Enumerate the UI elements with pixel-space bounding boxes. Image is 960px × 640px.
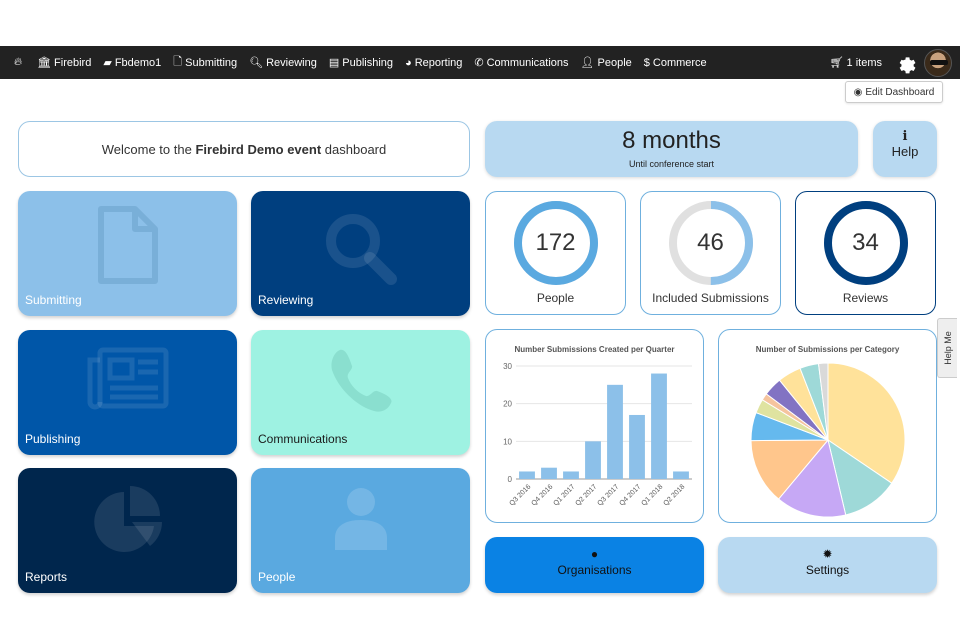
gear-icon[interactable] [894, 52, 916, 74]
help-me-tab[interactable]: Help Me [937, 318, 957, 378]
nav-people[interactable]: 👤︎ People [580, 56, 632, 70]
bar [519, 471, 535, 479]
pie-slice [777, 438, 847, 518]
pie-chart [750, 362, 906, 518]
countdown-caption: Until conference start [628, 159, 715, 169]
user-icon: 👤︎ [580, 57, 595, 69]
top-navbar: 🔥︎ 🏛︎ Firebird ▰ Fbdemo1 🗋︎ Submitting 🔍︎ Re… [0, 46, 960, 79]
y-tick-label: 0 [508, 475, 513, 484]
x-tick-label: Q1 2018 [640, 483, 664, 507]
x-tick-label: Q1 2017 [552, 483, 576, 507]
newspaper-icon: ▤ [328, 57, 340, 69]
dashboard-icon: ◉ [853, 86, 863, 98]
user-icon [334, 488, 387, 550]
stat-value: 34 [852, 229, 879, 256]
tile-publishing[interactable]: Publishing [18, 330, 237, 455]
nav-fbdemo1[interactable]: ▰ Fbdemo1 [103, 56, 162, 70]
file-icon: 🗋︎ [173, 56, 183, 68]
y-tick-label: 20 [503, 400, 512, 409]
nav-communications[interactable]: ✆ Communications [474, 56, 569, 70]
pie-slice [827, 362, 906, 484]
phone-icon: ✆ [474, 57, 484, 69]
bar [563, 471, 579, 479]
nav-submitting[interactable]: 🗋︎ Submitting [173, 53, 237, 72]
people-gauge-arc [513, 201, 598, 285]
nav-publishing[interactable]: ▤ Publishing [328, 56, 394, 70]
dollar-icon: $ [643, 56, 650, 69]
gear-icon: ✹ [822, 547, 833, 561]
tile-reports[interactable]: Reports [18, 468, 237, 593]
search-icon [325, 214, 397, 285]
submissions-gauge-arc [668, 201, 753, 285]
pie-slice [817, 362, 829, 441]
bar [541, 467, 557, 479]
x-tick-label: Q3 2016 [508, 483, 532, 507]
nav-firebird[interactable]: 🏛︎ Firebird [37, 56, 92, 70]
edit-dashboard-button[interactable]: ◉ Edit Dashboard [845, 81, 943, 103]
pie-chart-card: Number of Submissions per Category [718, 329, 937, 523]
bar [607, 384, 623, 479]
chart-title: Number Submissions Created per Quarter [514, 345, 675, 354]
stat-reviews[interactable]: 34 Reviews [795, 191, 936, 315]
reviews-gauge-arc [823, 201, 908, 285]
cart-icon: 🛒︎ [829, 57, 844, 69]
countdown-value: 8 months [622, 127, 721, 154]
chart-title: Number of Submissions per Category [755, 345, 900, 354]
search-icon: 🔍︎ [249, 57, 264, 69]
y-tick-label: 30 [503, 362, 512, 371]
bar [673, 471, 689, 479]
x-tick-label: Q2 2017 [574, 483, 598, 507]
tile-people[interactable]: People [251, 468, 470, 593]
x-tick-label: Q4 2016 [530, 483, 554, 507]
settings-button[interactable]: ✹ Settings [718, 537, 937, 593]
welcome-banner: Welcome to the Firebird Demo event dashb… [18, 121, 470, 177]
x-tick-label: Q3 2017 [596, 483, 620, 507]
globe-icon: ● [590, 547, 599, 561]
tile-reviewing[interactable]: Reviewing [251, 191, 470, 316]
stat-label: Reviews [842, 291, 889, 305]
cart-button[interactable]: 🛒︎ 1 items [829, 56, 882, 70]
people-gauge [513, 201, 598, 285]
tile-submitting[interactable]: Submitting [18, 191, 237, 316]
tile-communications[interactable]: Communications [251, 330, 470, 455]
book-icon: ▰ [103, 57, 112, 69]
bar [651, 373, 667, 479]
pie-slice [750, 439, 830, 500]
nav-commerce[interactable]: $ Commerce [643, 56, 707, 69]
bar-chart-card: Number Submissions Created per Quarter 0… [485, 329, 704, 523]
stat-label: Included Submissions [652, 291, 769, 305]
stat-value: 46 [697, 229, 724, 256]
bar [585, 441, 601, 479]
nav-reviewing[interactable]: 🔍︎ Reviewing [249, 56, 317, 70]
stat-label: People [536, 291, 575, 305]
help-button[interactable]: i Help [873, 121, 937, 177]
stat-value: 172 [535, 229, 576, 256]
bar [629, 414, 645, 479]
x-tick-label: Q4 2017 [618, 483, 642, 507]
avatar[interactable] [924, 48, 952, 77]
bank-icon: 🏛︎ [37, 57, 52, 69]
file-icon [97, 206, 158, 284]
stat-included-submissions[interactable]: 46 Included Submissions [640, 191, 781, 315]
phone-icon [330, 349, 392, 412]
navbar-right: 🛒︎ 1 items [830, 46, 952, 79]
stat-people[interactable]: 172 People [485, 191, 626, 315]
pie-chart-icon: ◕ [405, 56, 412, 69]
organisations-button[interactable]: ● Organisations [485, 537, 704, 593]
reviews-gauge [823, 201, 908, 285]
pie-chart-icon [93, 486, 162, 552]
info-icon: i [902, 129, 908, 144]
x-tick-label: Q2 2018 [662, 483, 686, 507]
flame-icon[interactable]: 🔥︎ [14, 56, 23, 68]
y-tick-label: 10 [503, 437, 512, 446]
newspaper-icon [87, 347, 168, 410]
nav-reporting[interactable]: ◕ Reporting [405, 56, 463, 69]
submissions-gauge [668, 201, 753, 285]
countdown-panel: 8 months Until conference start [485, 121, 858, 177]
